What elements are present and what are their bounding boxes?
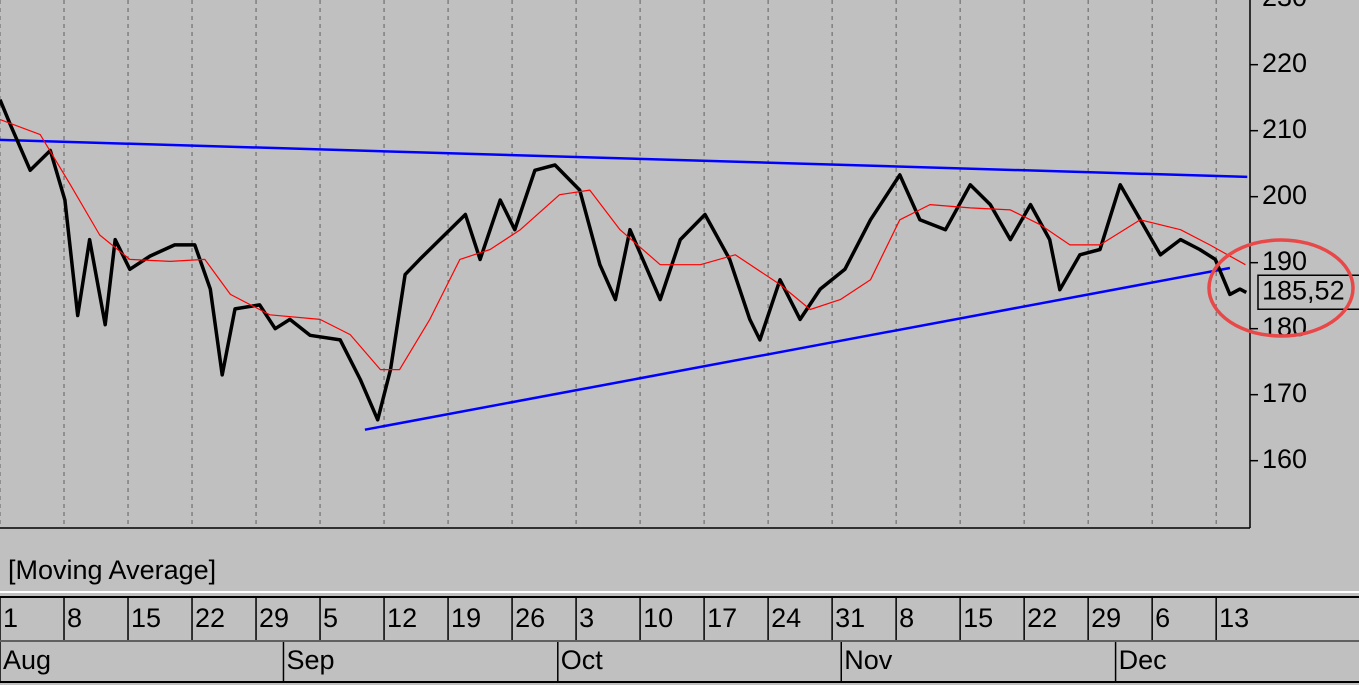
x-tick-label: 19 bbox=[451, 603, 481, 633]
x-tick-label: 15 bbox=[131, 603, 161, 633]
y-tick-label: 190 bbox=[1262, 246, 1307, 276]
price-line bbox=[0, 99, 1248, 422]
x-tick-label: 13 bbox=[1219, 603, 1249, 633]
trend-line bbox=[0, 138, 1248, 179]
y-tick-label: 200 bbox=[1262, 180, 1307, 210]
x-tick-label: 15 bbox=[963, 603, 993, 633]
x-tick-label: 31 bbox=[835, 603, 865, 633]
plot bbox=[0, 99, 1248, 431]
x-tick-label: 22 bbox=[195, 603, 225, 633]
pane-label: [Moving Average] bbox=[8, 555, 216, 585]
month-label: Sep bbox=[286, 645, 334, 675]
last-price-label: 185,52 bbox=[1262, 275, 1345, 305]
x-tick-label: 26 bbox=[515, 603, 545, 633]
x-tick-label: 10 bbox=[643, 603, 673, 633]
y-tick-label: 170 bbox=[1262, 378, 1307, 408]
x-tick-label: 8 bbox=[67, 603, 82, 633]
y-tick-label: 160 bbox=[1262, 444, 1307, 474]
x-tick-label: 5 bbox=[323, 603, 338, 633]
y-tick-label: 230 bbox=[1262, 0, 1307, 12]
x-tick-label: 8 bbox=[899, 603, 914, 633]
trend-line bbox=[364, 266, 1231, 431]
x-tick-label: 12 bbox=[387, 603, 417, 633]
y-tick-label: 210 bbox=[1262, 114, 1307, 144]
x-tick-label: 29 bbox=[1091, 603, 1121, 633]
month-label: Oct bbox=[561, 645, 604, 675]
x-tick-label: 3 bbox=[579, 603, 594, 633]
moving-average-line bbox=[0, 118, 1246, 371]
x-tick-label: 22 bbox=[1027, 603, 1057, 633]
month-label: Dec bbox=[1119, 645, 1167, 675]
x-tick-label: 6 bbox=[1155, 603, 1170, 633]
x-axis: 1 8 15 22 29 5 12 19 26 3 10 17 24 31 8 15 22 29 6 13 Aug Sep… bbox=[0, 598, 1249, 681]
highlight-circle bbox=[1207, 238, 1355, 338]
month-label: Nov bbox=[844, 645, 893, 675]
x-tick-label: 1 bbox=[3, 603, 18, 633]
last-price-box bbox=[1257, 274, 1359, 310]
y-tick-label: 220 bbox=[1262, 48, 1307, 78]
x-tick-label: 17 bbox=[707, 603, 737, 633]
x-tick-label: 29 bbox=[259, 603, 289, 633]
x-tick-label: 24 bbox=[771, 603, 801, 633]
month-label: Aug bbox=[3, 645, 51, 675]
